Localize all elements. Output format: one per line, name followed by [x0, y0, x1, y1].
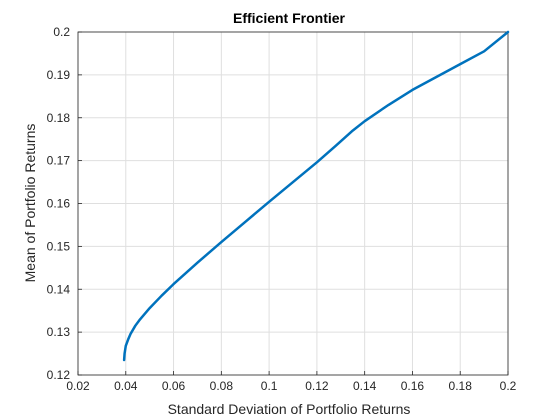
y-tick-label: 0.14 [47, 282, 71, 296]
series-group [122, 30, 510, 362]
x-axis-ticks: 0.02 0.04 0.06 0.08 0.1 0.12 0.14 0.16 0.18 0.2 [66, 371, 517, 393]
x-tick-label: 0.1 [261, 379, 278, 393]
y-tick-label: 0.19 [47, 68, 71, 82]
y-axis-label: Mean of Portfolio Returns [22, 124, 38, 283]
x-tick-label: 0.16 [401, 379, 425, 393]
y-tick-label: 0.17 [47, 154, 71, 168]
x-tick-label: 0.18 [449, 379, 473, 393]
x-tick-label: 0.04 [114, 379, 138, 393]
y-tick-label: 0.2 [53, 25, 70, 39]
y-tick-label: 0.16 [47, 197, 71, 211]
x-axis-label: Standard Deviation of Portfolio Returns [168, 401, 411, 417]
y-tick-label: 0.15 [47, 239, 71, 253]
chart-title: Efficient Frontier [233, 10, 346, 26]
y-tick-label: 0.12 [47, 368, 71, 382]
y-tick-label: 0.13 [47, 325, 71, 339]
y-axis-ticks: 0.12 0.13 0.14 0.15 0.16 0.17 0.18 0.19 0.2 [47, 25, 82, 382]
efficient-frontier-line [122, 30, 510, 362]
x-tick-label: 0.06 [162, 379, 186, 393]
x-tick-label: 0.12 [305, 379, 329, 393]
x-tick-label: 0.02 [66, 379, 90, 393]
x-tick-label: 0.14 [353, 379, 377, 393]
x-tick-label: 0.2 [500, 379, 517, 393]
y-tick-label: 0.18 [47, 111, 71, 125]
x-tick-label: 0.08 [210, 379, 234, 393]
